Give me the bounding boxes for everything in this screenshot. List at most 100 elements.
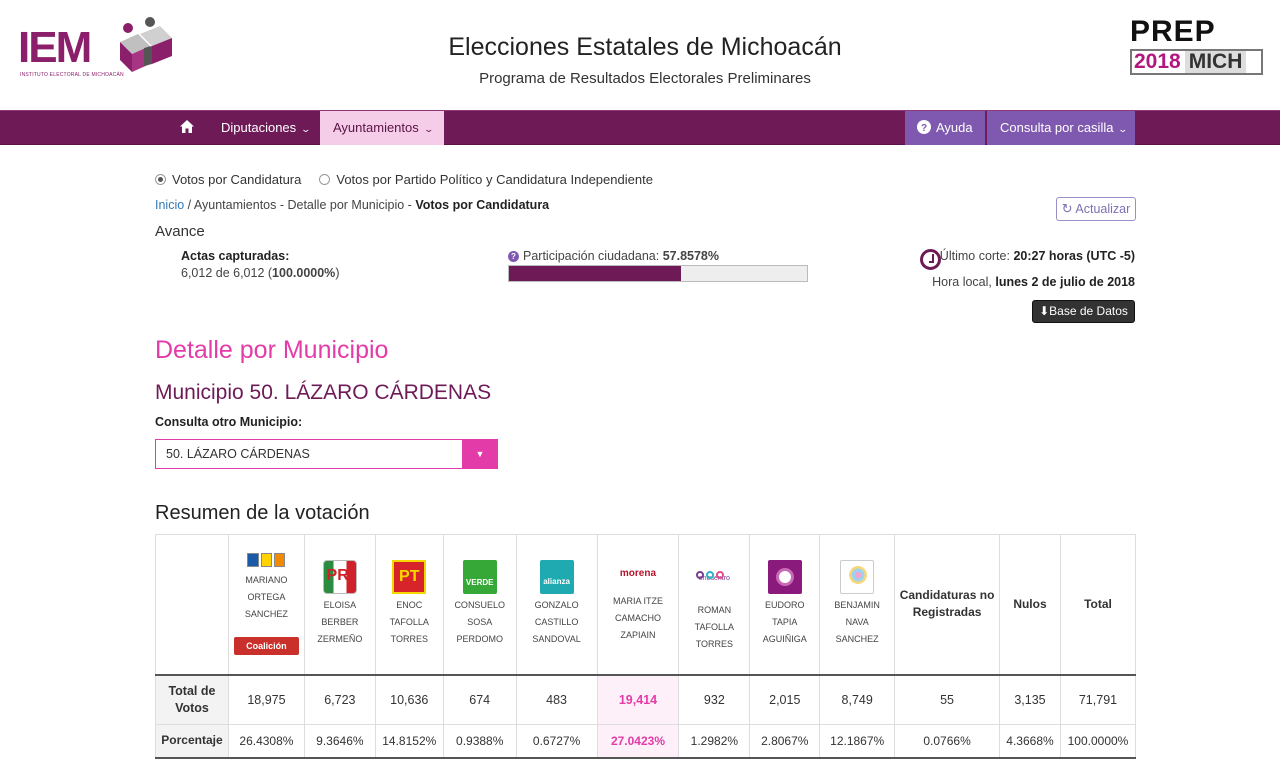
clock-icon bbox=[920, 249, 941, 270]
radio-circle[interactable] bbox=[319, 174, 331, 185]
detalle-heading: Detalle por Municipio bbox=[155, 336, 389, 364]
avance-title: Avance bbox=[155, 223, 205, 240]
radio-label: Votos por Partido Político y Candidatura… bbox=[336, 172, 653, 187]
actualizar-button[interactable]: ↻ Actualizar bbox=[1056, 197, 1136, 221]
radio-votos-candidatura[interactable]: Votos por Candidatura bbox=[155, 172, 301, 187]
main-navbar: Diputaciones ⌄ Ayuntamientos ⌄ ? Ayuda Con… bbox=[0, 110, 1280, 145]
corte-value: 20:27 horas (UTC -5) bbox=[1013, 249, 1135, 263]
row-header: Total de Votos bbox=[155, 674, 229, 725]
vote-cell-winner: 19,414 bbox=[596, 674, 680, 725]
municipio-heading: Municipio 50. LÁZARO CÁRDENAS bbox=[155, 381, 492, 404]
table-row-total-votos: Total de Votos 18,975 6,723 10,636 674 48… bbox=[155, 674, 1137, 725]
pct-cell: 9.3646% bbox=[303, 724, 376, 758]
hora-local: Hora local, lunes 2 de julio de 2018 bbox=[932, 275, 1135, 289]
nueva-alianza-logo: alianza bbox=[539, 560, 574, 595]
prep-logo-badge: 2018 MICH bbox=[1130, 49, 1263, 75]
participacion-text: Participación ciudadana: bbox=[523, 249, 663, 263]
independiente-logo bbox=[767, 560, 802, 595]
participacion-label: ? Participación ciudadana: 57.8578% bbox=[508, 249, 719, 263]
caret-down-icon[interactable]: ▼ bbox=[462, 439, 498, 469]
encuentro-logo-text: encuentro bbox=[698, 574, 730, 582]
header: IEM INSTITUTO ELECTORAL DE MICHOACÁN Ele… bbox=[0, 0, 1280, 110]
candidate-name: TAFOLLA bbox=[389, 617, 429, 628]
vote-cell: 8,749 bbox=[819, 674, 896, 725]
actas-percent: 100.0000% bbox=[272, 266, 336, 280]
candidate-header: alianza GONZALO CASTILLO SANDOVAL bbox=[515, 534, 598, 675]
actualizar-label: Actualizar bbox=[1075, 202, 1131, 216]
radio-votos-partido[interactable]: Votos por Partido Político y Candidatura… bbox=[319, 172, 653, 187]
refresh-icon: ↻ bbox=[1061, 201, 1073, 216]
nav-consulta-label: Consulta por casilla bbox=[1000, 120, 1114, 135]
ultimo-corte: Último corte: 20:27 horas (UTC -5) bbox=[940, 249, 1135, 263]
candidate-name: GONZALO bbox=[534, 600, 579, 611]
cnr-label: Registradas bbox=[912, 605, 982, 620]
candidate-name: SOSA bbox=[467, 617, 493, 628]
table-header-row: MARIANO ORTEGA SANCHEZ Coalición PRI ELO… bbox=[155, 534, 1137, 675]
nav-home[interactable] bbox=[180, 111, 194, 145]
candidate-name: ELOISA bbox=[323, 600, 357, 611]
pct-cell: 14.8152% bbox=[374, 724, 444, 758]
base-datos-label: Base de Datos bbox=[1049, 304, 1128, 318]
candidate-name: ZAPIAIN bbox=[620, 629, 656, 640]
download-icon: ⬇ bbox=[1039, 304, 1050, 318]
question-icon[interactable]: ? bbox=[508, 251, 519, 263]
candidate-header: MARIANO ORTEGA SANCHEZ Coalición bbox=[227, 534, 305, 675]
candidate-name: CONSUELO bbox=[454, 600, 505, 611]
coalicion-badge[interactable]: Coalición bbox=[234, 637, 299, 656]
nueva-alianza-logo-text: alianza bbox=[543, 577, 570, 587]
pt-logo: PT bbox=[392, 560, 427, 595]
prep-logo-year: 2018 bbox=[1134, 50, 1181, 73]
vote-cell: 10,636 bbox=[374, 674, 444, 725]
candidate-name: CAMACHO bbox=[614, 612, 661, 623]
municipio-select[interactable]: 50. LÁZARO CÁRDENAS ▼ bbox=[155, 439, 498, 469]
morena-logo: morena bbox=[613, 565, 663, 585]
candidate-header: EUDORO TAPIA AGUIÑIGA bbox=[749, 534, 821, 675]
corte-label: Último corte: bbox=[939, 249, 1014, 263]
svg-text:?: ? bbox=[921, 123, 927, 134]
pri-logo-text: PRI bbox=[326, 567, 354, 585]
breadcrumb: Inicio / Ayuntamientos - Detalle por Mun… bbox=[155, 198, 549, 212]
total-header: Total bbox=[1059, 534, 1137, 675]
radio-circle-selected[interactable] bbox=[155, 174, 166, 185]
cnr-votes-cell: 55 bbox=[894, 674, 1001, 725]
resumen-heading: Resumen de la votación bbox=[155, 502, 370, 524]
hora-label: Hora local, bbox=[932, 275, 996, 289]
pt-logo-text: PT bbox=[399, 568, 420, 586]
independiente-logo-2 bbox=[840, 560, 875, 595]
verde-logo-text: VERDE bbox=[465, 578, 494, 588]
question-circle-icon: ? bbox=[917, 120, 931, 134]
page-title: Elecciones Estatales de Michoacán bbox=[448, 33, 842, 61]
candidate-name: ENOC bbox=[396, 600, 423, 611]
pan-prd-mc-logo bbox=[247, 553, 286, 568]
candidate-name: ORTEGA bbox=[247, 592, 286, 603]
verde-logo: VERDE bbox=[462, 560, 497, 595]
hora-value: lunes 2 de julio de 2018 bbox=[995, 275, 1135, 289]
total-votes-cell: 71,791 bbox=[1059, 674, 1137, 725]
table-row-porcentaje: Porcentaje 26.4308% 9.3646% 14.8152% 0.9… bbox=[155, 724, 1137, 758]
cnr-label: Candidaturas no bbox=[899, 588, 995, 603]
row-header-text: Total de bbox=[168, 683, 216, 698]
pct-cell: 26.4308% bbox=[227, 724, 305, 758]
iem-logo-subtitle: INSTITUTO ELECTORAL DE MICHOACÁN bbox=[20, 72, 124, 78]
iem-logo[interactable]: IEM INSTITUTO ELECTORAL DE MICHOACÁN bbox=[18, 14, 178, 80]
nav-ayuntamientos[interactable]: Ayuntamientos ⌄ bbox=[320, 111, 444, 145]
nav-consulta-casilla[interactable]: Consulta por casilla ⌄ bbox=[987, 111, 1135, 145]
candidate-name: ROMAN bbox=[697, 604, 732, 615]
breadcrumb-inicio-link[interactable]: Inicio bbox=[155, 198, 185, 212]
candidate-header: VERDE CONSUELO SOSA PERDOMO bbox=[442, 534, 517, 675]
vote-cell: 932 bbox=[678, 674, 751, 725]
prep-logo[interactable]: PREP 2018 MICH bbox=[1130, 17, 1263, 77]
encuentro-social-logo: encuentro bbox=[689, 570, 739, 596]
nav-ayuda-label: Ayuda bbox=[936, 120, 973, 135]
candidate-header: PT ENOC TAFOLLA TORRES bbox=[374, 534, 444, 675]
nav-ayuda[interactable]: ? Ayuda bbox=[905, 111, 985, 145]
vote-view-radio-group: Votos por Candidatura Votos por Partido … bbox=[155, 172, 653, 187]
nav-diputaciones[interactable]: Diputaciones ⌄ bbox=[208, 111, 323, 145]
candidate-name: MARIA ITZE bbox=[612, 595, 663, 606]
actas-count: 6,012 de 6,012 ( bbox=[181, 266, 273, 280]
iem-logo-text: IEM bbox=[18, 23, 92, 72]
base-datos-button[interactable]: ⬇Base de Datos bbox=[1032, 300, 1135, 323]
total-pct-cell: 100.0000% bbox=[1059, 724, 1137, 758]
chevron-down-icon: ⌄ bbox=[300, 124, 312, 134]
prep-logo-state: MICH bbox=[1184, 51, 1247, 73]
